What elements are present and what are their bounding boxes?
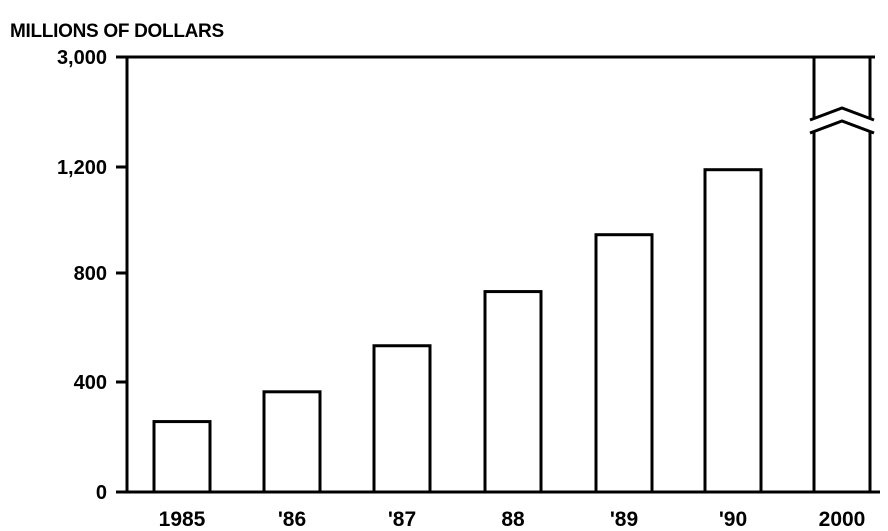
y-tick-label: 800 <box>74 263 107 285</box>
axis-break-zigzag <box>809 119 875 135</box>
axis-break-zigzag <box>809 106 875 122</box>
x-tick-label: '86 <box>278 508 306 531</box>
bar-1 <box>262 390 322 494</box>
x-tick-label: '89 <box>610 508 638 531</box>
bar-4 <box>594 233 654 494</box>
x-tick-label: '90 <box>719 508 747 531</box>
y-axis-ticks: 0 400 800 1,200 3,000 <box>57 47 127 504</box>
y-tick-label: 3,000 <box>57 47 107 69</box>
x-tick-label: '87 <box>388 508 416 531</box>
y-axis-label: MILLIONS OF DOLLARS <box>10 21 224 42</box>
bar-3 <box>483 290 543 494</box>
x-axis-tick-labels: 1985 '86 '87 88 '89 '90 2000 <box>159 508 866 531</box>
y-tick-label: 400 <box>74 372 107 394</box>
y-tick-label: 0 <box>96 482 107 504</box>
y-tick-label: 1,200 <box>57 157 107 179</box>
x-tick-label: 88 <box>501 508 525 531</box>
bar-5 <box>703 168 763 494</box>
bars <box>152 55 872 494</box>
x-tick-label: 1985 <box>159 508 206 531</box>
x-tick-label: 2000 <box>819 508 866 531</box>
bar-2 <box>372 344 432 494</box>
axis-break-marker <box>809 106 875 135</box>
bar-0 <box>152 420 212 494</box>
